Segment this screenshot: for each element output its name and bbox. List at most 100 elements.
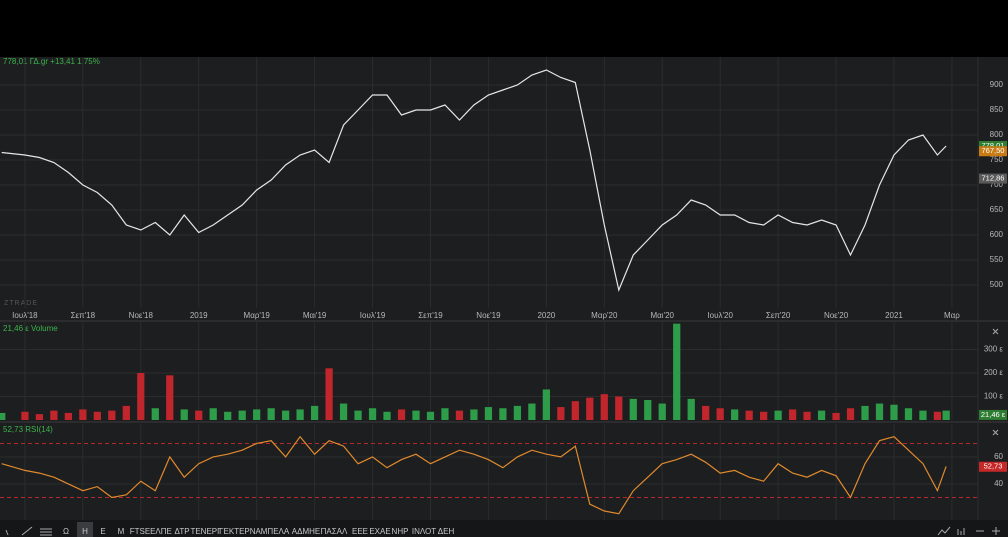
line-series bbox=[1, 435, 947, 515]
x-tick-label: Σεπ'19 bbox=[418, 311, 443, 320]
top-band bbox=[0, 0, 1008, 57]
toolbar-item[interactable]: ΓΕΚΤΕΡΝΑ bbox=[219, 527, 261, 536]
line-series bbox=[1, 69, 947, 292]
toolbar-item[interactable]: ΜΠΕΛΑ bbox=[261, 527, 290, 536]
y-tick-label: 40 bbox=[994, 479, 1003, 488]
volume-bar bbox=[64, 412, 72, 420]
toolbar-item[interactable]: ΕΧΑΕ bbox=[369, 527, 390, 536]
volume-bar bbox=[890, 404, 898, 420]
volume-bar bbox=[325, 368, 333, 420]
volume-bar bbox=[354, 410, 362, 420]
toolbar-item[interactable]: ΑΔΜΗΕ bbox=[292, 527, 320, 536]
toolbar-item-active bbox=[77, 522, 93, 537]
volume-bar bbox=[586, 397, 594, 420]
y-tick-label: 600 bbox=[990, 230, 1004, 239]
x-tick-label: Ιουλ'20 bbox=[707, 311, 733, 320]
volume-bar bbox=[658, 403, 666, 420]
x-tick-label: 2020 bbox=[537, 311, 555, 320]
volume-bar bbox=[629, 398, 637, 420]
volume-bar bbox=[180, 409, 188, 420]
volume-bar bbox=[875, 403, 884, 420]
toolbar-item[interactable]: Ε bbox=[100, 527, 105, 536]
x-tick-label: 2021 bbox=[885, 311, 903, 320]
volume-bar bbox=[195, 410, 203, 420]
x-tick-label: Ιουλ'18 bbox=[12, 311, 38, 320]
y-tick-label: 100 ε bbox=[984, 392, 1004, 401]
toolbar-item[interactable]: ΤΕΝΕΡΓ bbox=[190, 527, 222, 536]
x-tick-label: Σεπ'18 bbox=[71, 311, 96, 320]
volume-bar bbox=[470, 409, 478, 420]
volume-bar bbox=[426, 411, 435, 420]
x-tick-label: Νοε'18 bbox=[129, 311, 154, 320]
volume-bar bbox=[803, 411, 811, 420]
toolbar-item[interactable]: ΝΗΡ bbox=[392, 527, 409, 536]
y-tick-label: 650 bbox=[990, 205, 1004, 214]
toolbar-background bbox=[0, 520, 1008, 537]
x-tick-label: Μαρ bbox=[944, 311, 960, 320]
volume-bar bbox=[745, 410, 753, 420]
chart-background bbox=[0, 57, 1008, 520]
volume-bar bbox=[267, 408, 275, 420]
volume-bar bbox=[942, 410, 950, 420]
toolbar-icons[interactable] bbox=[5, 526, 1000, 536]
volume-bar bbox=[904, 408, 913, 420]
volume-bar bbox=[137, 372, 145, 420]
price-marker-label: 21,46 ε bbox=[981, 410, 1006, 419]
volume-bar bbox=[571, 401, 579, 420]
volume-bar bbox=[687, 398, 695, 420]
volume-bar bbox=[513, 405, 522, 420]
volume-bar bbox=[919, 410, 927, 420]
toolbar-item[interactable]: ΕΛΠΕ bbox=[150, 527, 172, 536]
volume-bar bbox=[50, 410, 58, 420]
price-marker bbox=[979, 173, 1007, 184]
price-marker bbox=[979, 461, 1007, 472]
toolbar-item[interactable]: Ω bbox=[63, 527, 69, 536]
price-marker-label: 767,50 bbox=[982, 146, 1005, 155]
toolbar-item[interactable]: Η bbox=[82, 527, 88, 536]
toolbar-item[interactable]: ΠΑΣΑΛ bbox=[321, 527, 348, 536]
volume-bar bbox=[21, 411, 29, 420]
volume-bar bbox=[702, 405, 710, 420]
y-tick-label: 500 bbox=[990, 280, 1004, 289]
toolbar-item[interactable]: ΕΕΕ bbox=[352, 527, 368, 536]
toolbar-item[interactable]: FTSE bbox=[130, 527, 150, 536]
volume-bar bbox=[397, 409, 406, 420]
toolbar-item[interactable]: Μ bbox=[118, 527, 125, 536]
volume-bar bbox=[122, 405, 130, 420]
volume-bar bbox=[383, 411, 391, 420]
volume-bar bbox=[644, 400, 652, 420]
toolbar-item[interactable]: ΔΕΗ bbox=[438, 527, 455, 536]
volume-header: 21,46 ε Volume bbox=[3, 324, 58, 333]
volume-bar bbox=[455, 410, 464, 420]
x-tick-label: 2019 bbox=[190, 311, 208, 320]
volume-bar bbox=[108, 410, 116, 420]
volume-bar bbox=[731, 409, 739, 420]
volume-bar bbox=[528, 403, 536, 420]
x-tick-label: Μαρ'20 bbox=[591, 311, 618, 320]
volume-bar bbox=[166, 375, 174, 420]
volume-bar bbox=[615, 396, 623, 420]
volume-bar bbox=[310, 405, 319, 420]
volume-bar bbox=[0, 412, 6, 420]
volume-bar bbox=[412, 410, 420, 420]
volume-bar bbox=[673, 323, 681, 420]
volume-bar bbox=[788, 409, 797, 420]
price-marker-label: 52,73 bbox=[984, 462, 1003, 471]
y-tick-label: 550 bbox=[990, 255, 1004, 264]
volume-bar bbox=[542, 389, 550, 420]
volume-bar bbox=[368, 408, 377, 420]
volume-bar bbox=[933, 411, 942, 420]
volume-bar bbox=[441, 408, 449, 420]
toolbar-item[interactable]: ΙΝΛΟΤ bbox=[412, 527, 436, 536]
price-marker bbox=[979, 146, 1007, 157]
volume-bar bbox=[253, 409, 261, 420]
y-tick-label: 200 ε bbox=[984, 368, 1004, 377]
volume-bar bbox=[774, 410, 782, 420]
watermark: ZTRADE bbox=[4, 300, 38, 307]
toolbar-item[interactable]: ΔΤΡ bbox=[174, 527, 189, 536]
close-icons[interactable] bbox=[992, 328, 999, 436]
price-marker-label: 778,01 bbox=[982, 141, 1005, 150]
volume-bar bbox=[832, 412, 840, 420]
volume-bar bbox=[716, 408, 724, 420]
